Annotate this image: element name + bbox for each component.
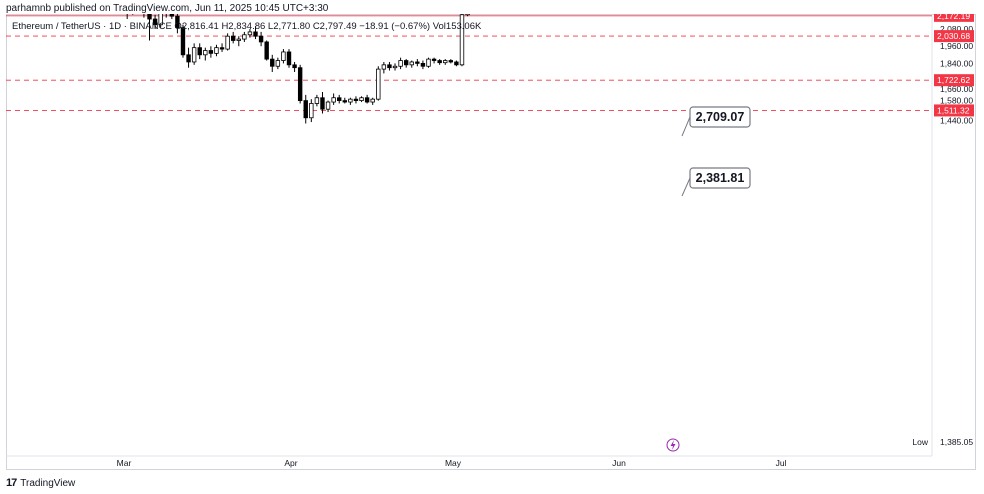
symbol-info-bar: Ethereum / TetherUS · 1D · BINANCE O2,81… bbox=[12, 21, 482, 32]
callout-label: 2,709.07 bbox=[696, 110, 745, 124]
candle-body[interactable] bbox=[403, 60, 409, 66]
candle-body[interactable] bbox=[454, 61, 459, 66]
level-price-tag bbox=[934, 74, 974, 87]
candle-body[interactable] bbox=[437, 60, 442, 64]
x-tick-label: May bbox=[445, 458, 462, 468]
candle-body[interactable] bbox=[253, 31, 258, 37]
candle-body[interactable] bbox=[337, 97, 342, 102]
candle-body[interactable] bbox=[197, 47, 202, 56]
candle-body[interactable] bbox=[409, 61, 414, 66]
candle-body[interactable] bbox=[219, 47, 225, 50]
candle-body[interactable] bbox=[180, 27, 186, 56]
y-tick-label: 1,440.00 bbox=[940, 116, 973, 126]
low-marker-label: Low bbox=[912, 437, 928, 447]
candle-body[interactable] bbox=[348, 98, 353, 103]
level-price-tag-label: 1,511.32 bbox=[937, 105, 970, 115]
candle-body[interactable] bbox=[169, 14, 175, 17]
y-tick-label: 2,080.00 bbox=[940, 24, 973, 34]
candle-body[interactable] bbox=[353, 98, 359, 102]
publisher-credit: parhamnb published on TradingView.com, J… bbox=[6, 3, 329, 14]
candle-body[interactable] bbox=[387, 64, 392, 69]
candle-body[interactable] bbox=[147, 14, 152, 20]
candle-body[interactable] bbox=[191, 47, 197, 63]
candle-body[interactable] bbox=[281, 51, 286, 61]
candle-body[interactable] bbox=[236, 38, 241, 41]
candle-body[interactable] bbox=[398, 60, 403, 67]
candle-body[interactable] bbox=[158, 14, 163, 26]
candle-body[interactable] bbox=[292, 64, 297, 69]
candle-body[interactable] bbox=[381, 64, 387, 70]
candle-body[interactable] bbox=[465, 14, 470, 16]
candle-body[interactable] bbox=[459, 14, 465, 66]
candle-body[interactable] bbox=[364, 97, 370, 103]
candle-body[interactable] bbox=[431, 58, 437, 61]
candle-body[interactable] bbox=[370, 98, 375, 103]
candle-body[interactable] bbox=[320, 97, 325, 110]
y-tick-label: 1,580.00 bbox=[940, 96, 973, 106]
candle-body[interactable] bbox=[420, 62, 426, 67]
callout-pointer bbox=[681, 116, 691, 137]
candle-body[interactable] bbox=[186, 54, 191, 63]
footer-brand: 17 TradingView bbox=[6, 477, 75, 489]
candle-body[interactable] bbox=[203, 50, 208, 56]
low-price-label: 1,385.05 bbox=[940, 437, 973, 447]
candle-body[interactable] bbox=[303, 100, 308, 119]
candle-body[interactable] bbox=[230, 35, 236, 41]
tradingview-brand-label: TradingView bbox=[20, 477, 76, 489]
y-tick-label: 1,960.00 bbox=[940, 41, 973, 51]
level-price-tag bbox=[934, 30, 974, 43]
candle-body[interactable] bbox=[152, 18, 158, 26]
level-price-tag-label: 1,722.62 bbox=[937, 75, 970, 85]
candle-body[interactable] bbox=[331, 97, 336, 103]
candle-body[interactable] bbox=[443, 60, 448, 64]
candle-body[interactable] bbox=[208, 50, 214, 54]
candle-body[interactable] bbox=[448, 60, 454, 63]
level-price-tag-label: 2,172.19 bbox=[937, 14, 970, 21]
candle-body[interactable] bbox=[247, 31, 253, 36]
chart-frame bbox=[6, 14, 976, 470]
candle-body[interactable] bbox=[275, 60, 281, 67]
candle-body[interactable] bbox=[264, 41, 269, 60]
callout-box[interactable] bbox=[689, 106, 751, 128]
y-tick-label: 1,660.00 bbox=[940, 84, 973, 94]
callout-box[interactable] bbox=[689, 167, 751, 189]
candle-body[interactable] bbox=[376, 68, 381, 100]
level-price-tag bbox=[934, 104, 974, 117]
candle-body[interactable] bbox=[426, 58, 431, 67]
candle-body[interactable] bbox=[415, 61, 420, 64]
candle-body[interactable] bbox=[214, 47, 219, 54]
level-price-tag bbox=[934, 14, 974, 22]
candle-body[interactable] bbox=[325, 101, 331, 110]
candle-body[interactable] bbox=[342, 100, 347, 103]
candle-body[interactable] bbox=[175, 15, 180, 29]
callout-pointer bbox=[681, 177, 691, 197]
candle-body[interactable] bbox=[314, 97, 320, 104]
x-tick-label: Jun bbox=[612, 458, 626, 468]
tradingview-logo-icon: 17 bbox=[6, 477, 17, 489]
candle-body[interactable] bbox=[225, 35, 230, 50]
candle-body[interactable] bbox=[258, 35, 264, 43]
x-tick-label: Apr bbox=[284, 458, 297, 468]
callout-label: 2,381.81 bbox=[696, 171, 745, 185]
candle-body[interactable] bbox=[392, 65, 398, 69]
candle-body[interactable] bbox=[270, 58, 275, 67]
lightning-bolt-glyph bbox=[670, 440, 676, 450]
candle-body[interactable] bbox=[242, 34, 247, 40]
candle-body[interactable] bbox=[286, 51, 292, 66]
candle-body[interactable] bbox=[297, 67, 303, 102]
candle-body[interactable] bbox=[359, 97, 364, 102]
x-tick-label: Jul bbox=[776, 458, 787, 468]
x-tick-label: Mar bbox=[117, 458, 132, 468]
level-price-tag-label: 2,030.68 bbox=[937, 31, 970, 41]
y-tick-label: 1,840.00 bbox=[940, 58, 973, 68]
price-chart[interactable]: 3,500.003,300.003,100.002,900.002,500.00… bbox=[6, 14, 976, 470]
candle-body[interactable] bbox=[309, 103, 314, 119]
